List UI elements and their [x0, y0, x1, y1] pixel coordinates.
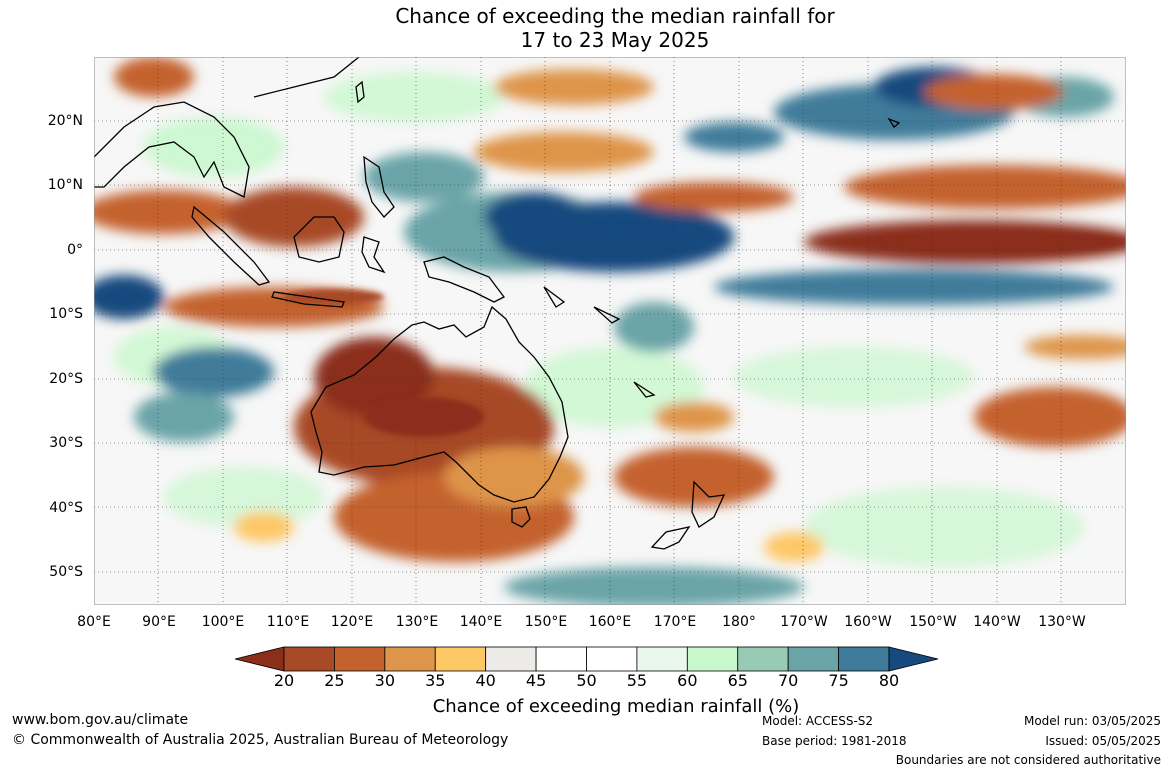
lon-label-170e: 170°E [653, 614, 697, 630]
colorbar-tick-label: 80 [878, 671, 900, 690]
lon-label-100e: 100°E [201, 614, 245, 630]
colorbar-svg [234, 646, 939, 672]
colorbar-tick-label: 35 [425, 671, 446, 690]
footer-disclaimer: Boundaries are not considered authoritat… [895, 753, 1161, 767]
lat-label-20s: 20°S [49, 371, 83, 387]
colorbar-tick-label: 30 [374, 671, 395, 690]
colorbar-segment [485, 646, 537, 672]
colorbar-tick-label: 45 [525, 671, 547, 690]
chart-title: Chance of exceeding the median rainfall … [0, 4, 1173, 52]
colorbar-segment [636, 646, 688, 672]
title-line-2: 17 to 23 May 2025 [520, 28, 710, 52]
colorbar-tick-label: 25 [324, 671, 345, 690]
lat-label-40s: 40°S [49, 500, 83, 516]
lon-label-150e: 150°E [524, 614, 568, 630]
footer-model-run: Model run: 03/05/2025 [1023, 714, 1161, 728]
colorbar-segment [586, 646, 638, 672]
map-border [94, 57, 1126, 605]
colorbar-title: Chance of exceeding median rainfall (%) [432, 696, 800, 717]
lon-label-160w: 160°W [844, 614, 892, 630]
rainfall-field [94, 57, 1126, 605]
colorbar-segment [787, 646, 839, 672]
colorbar-tick-label: 65 [727, 671, 748, 690]
rainfall-field-detail [284, 227, 1124, 437]
lon-label-130w: 130°W [1038, 614, 1086, 630]
lat-label-30s: 30°S [49, 435, 83, 451]
lat-label-0: 0° [67, 242, 83, 258]
footer-website: www.bom.gov.au/climate [12, 712, 189, 728]
coastlines [94, 57, 901, 550]
colorbar-segment [686, 646, 739, 672]
lat-label-10s: 10°S [49, 306, 83, 322]
lon-label-170w: 170°W [780, 614, 828, 630]
colorbar-tick-label: 50 [576, 671, 597, 690]
lon-label-120e: 120°E [330, 614, 374, 630]
lon-label-180: 180° [722, 614, 756, 630]
lon-label-150w: 150°W [909, 614, 957, 630]
lat-label-20n: 20°N [47, 113, 83, 129]
colorbar-tick-label: 55 [626, 671, 648, 690]
colorbar-tick-label: 40 [475, 671, 496, 690]
colorbar-tick-label: 70 [777, 671, 799, 690]
lon-label-110e: 110°E [266, 614, 310, 630]
lon-label-140w: 140°W [973, 614, 1021, 630]
colorbar [234, 646, 939, 672]
title-line-1: Chance of exceeding the median rainfall … [395, 4, 835, 28]
lon-label-80e: 80°E [77, 614, 111, 630]
colorbar-segment [535, 646, 587, 672]
colorbar-segment [737, 646, 789, 672]
colorbar-segment [384, 646, 436, 672]
colorbar-tick-label: 60 [677, 671, 698, 690]
lon-label-130e: 130°E [395, 614, 439, 630]
colorbar-segment [283, 646, 335, 672]
graticule [94, 57, 1126, 605]
lat-label-10n: 10°N [47, 177, 83, 193]
footer-base-period: Base period: 1981-2018 [762, 734, 907, 748]
lon-label-140e: 140°E [459, 614, 503, 630]
colorbar-under-arrow [234, 646, 285, 672]
map-svg [94, 57, 1126, 605]
lon-label-90e: 90°E [142, 614, 176, 630]
colorbar-over-arrow [888, 646, 939, 672]
footer-model: Model: ACCESS-S2 [762, 714, 874, 728]
colorbar-tick-label: 20 [273, 671, 295, 690]
lon-label-160e: 160°E [588, 614, 632, 630]
footer-issued: Issued: 05/05/2025 [1045, 734, 1161, 748]
lat-label-50s: 50°S [49, 564, 83, 580]
footer-copyright: © Commonwealth of Australia 2025, Austra… [12, 732, 509, 748]
colorbar-segment [434, 646, 487, 672]
colorbar-tick-label: 75 [828, 671, 849, 690]
rainfall-map [94, 57, 1126, 605]
colorbar-segment [838, 646, 890, 672]
colorbar-segment [334, 646, 386, 672]
